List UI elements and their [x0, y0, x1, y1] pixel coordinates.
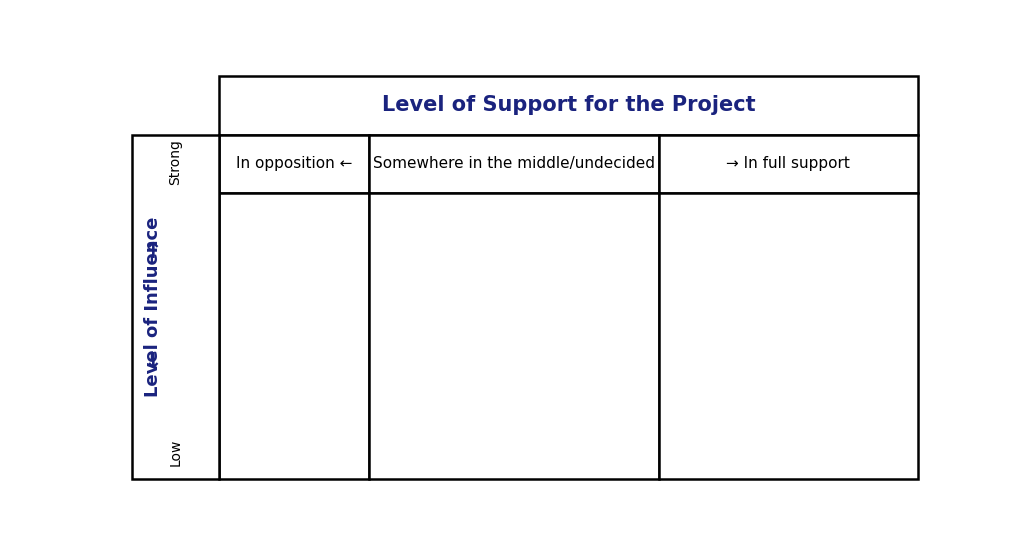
Bar: [219, 193, 370, 479]
Text: ↑: ↑: [144, 242, 163, 262]
Text: Level of Influence: Level of Influence: [144, 217, 163, 397]
Text: → In full support: → In full support: [726, 156, 850, 171]
Bar: [219, 76, 918, 135]
Text: In opposition ←: In opposition ←: [237, 156, 352, 171]
Text: Somewhere in the middle/undecided: Somewhere in the middle/undecided: [374, 156, 655, 171]
Bar: [659, 135, 918, 193]
Bar: [370, 135, 659, 193]
Text: Low: Low: [169, 438, 182, 465]
Bar: [132, 135, 219, 479]
Text: Level of Support for the Project: Level of Support for the Project: [382, 95, 756, 115]
Bar: [370, 193, 659, 479]
Bar: [659, 193, 918, 479]
Text: ↓: ↓: [144, 352, 163, 372]
Bar: [219, 135, 370, 193]
Text: Strong: Strong: [169, 139, 182, 185]
